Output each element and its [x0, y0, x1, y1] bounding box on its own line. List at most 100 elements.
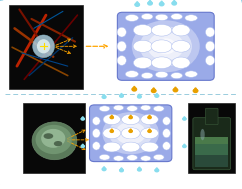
- Polygon shape: [110, 115, 113, 118]
- Polygon shape: [110, 129, 113, 131]
- Ellipse shape: [92, 129, 100, 138]
- Polygon shape: [129, 115, 132, 118]
- Ellipse shape: [141, 14, 153, 20]
- FancyBboxPatch shape: [195, 155, 228, 167]
- Ellipse shape: [117, 41, 126, 52]
- Ellipse shape: [54, 141, 62, 146]
- FancyBboxPatch shape: [188, 103, 235, 173]
- Ellipse shape: [172, 57, 190, 68]
- Polygon shape: [137, 167, 141, 170]
- Polygon shape: [183, 117, 186, 119]
- Polygon shape: [148, 115, 151, 118]
- Ellipse shape: [151, 40, 172, 53]
- Ellipse shape: [33, 35, 54, 58]
- Ellipse shape: [37, 39, 50, 53]
- Ellipse shape: [141, 73, 153, 79]
- Ellipse shape: [99, 106, 110, 112]
- Ellipse shape: [153, 154, 164, 160]
- Ellipse shape: [163, 117, 170, 125]
- Circle shape: [147, 116, 152, 119]
- Polygon shape: [148, 0, 152, 3]
- Ellipse shape: [113, 156, 124, 161]
- FancyBboxPatch shape: [205, 108, 218, 125]
- Ellipse shape: [200, 129, 205, 140]
- Circle shape: [171, 1, 177, 6]
- FancyBboxPatch shape: [90, 105, 172, 162]
- Ellipse shape: [147, 32, 184, 60]
- Circle shape: [81, 145, 85, 148]
- Ellipse shape: [141, 156, 151, 161]
- Ellipse shape: [205, 41, 215, 52]
- Polygon shape: [159, 1, 164, 4]
- Ellipse shape: [121, 142, 140, 152]
- FancyBboxPatch shape: [117, 12, 214, 80]
- Ellipse shape: [151, 57, 172, 69]
- Polygon shape: [148, 129, 151, 131]
- Circle shape: [134, 2, 140, 7]
- Polygon shape: [155, 168, 159, 170]
- FancyBboxPatch shape: [193, 118, 231, 170]
- Ellipse shape: [113, 105, 124, 110]
- Ellipse shape: [133, 40, 152, 52]
- Ellipse shape: [141, 114, 158, 125]
- Ellipse shape: [127, 155, 137, 160]
- Circle shape: [147, 1, 153, 6]
- Ellipse shape: [205, 27, 215, 37]
- Circle shape: [102, 95, 106, 99]
- Ellipse shape: [92, 142, 100, 150]
- Ellipse shape: [133, 57, 152, 68]
- Circle shape: [119, 169, 124, 172]
- Ellipse shape: [205, 56, 215, 65]
- Polygon shape: [155, 93, 159, 96]
- Ellipse shape: [41, 129, 65, 148]
- Ellipse shape: [92, 117, 100, 125]
- Polygon shape: [120, 93, 123, 96]
- Ellipse shape: [140, 26, 192, 66]
- Circle shape: [102, 167, 106, 171]
- Polygon shape: [135, 2, 139, 5]
- Circle shape: [110, 116, 114, 119]
- Ellipse shape: [121, 114, 140, 125]
- Ellipse shape: [125, 15, 139, 21]
- Polygon shape: [129, 129, 132, 131]
- Ellipse shape: [125, 71, 139, 77]
- Polygon shape: [102, 167, 106, 169]
- Ellipse shape: [103, 142, 121, 152]
- Circle shape: [151, 89, 157, 93]
- Circle shape: [182, 145, 187, 148]
- Ellipse shape: [151, 24, 172, 36]
- FancyBboxPatch shape: [9, 5, 83, 89]
- Ellipse shape: [153, 106, 164, 112]
- Ellipse shape: [103, 114, 121, 125]
- Polygon shape: [132, 86, 136, 89]
- Polygon shape: [172, 0, 176, 3]
- Ellipse shape: [171, 73, 182, 79]
- Ellipse shape: [103, 128, 121, 139]
- Polygon shape: [81, 117, 84, 119]
- Ellipse shape: [36, 125, 72, 154]
- Circle shape: [159, 2, 165, 6]
- Polygon shape: [137, 94, 141, 97]
- Polygon shape: [151, 88, 156, 91]
- Ellipse shape: [163, 142, 170, 150]
- Ellipse shape: [141, 142, 158, 152]
- Circle shape: [147, 130, 152, 133]
- Polygon shape: [193, 88, 198, 91]
- Circle shape: [110, 130, 114, 133]
- Circle shape: [182, 117, 187, 121]
- Ellipse shape: [141, 105, 151, 110]
- Circle shape: [173, 88, 178, 92]
- Ellipse shape: [115, 122, 146, 145]
- FancyBboxPatch shape: [195, 137, 228, 144]
- Ellipse shape: [163, 129, 170, 138]
- Ellipse shape: [155, 38, 176, 54]
- Polygon shape: [183, 144, 186, 146]
- Ellipse shape: [185, 71, 197, 77]
- Ellipse shape: [127, 106, 137, 111]
- Ellipse shape: [172, 40, 190, 52]
- Circle shape: [119, 94, 124, 98]
- Polygon shape: [102, 94, 106, 97]
- Circle shape: [131, 87, 137, 92]
- Ellipse shape: [102, 112, 159, 154]
- Ellipse shape: [133, 25, 152, 36]
